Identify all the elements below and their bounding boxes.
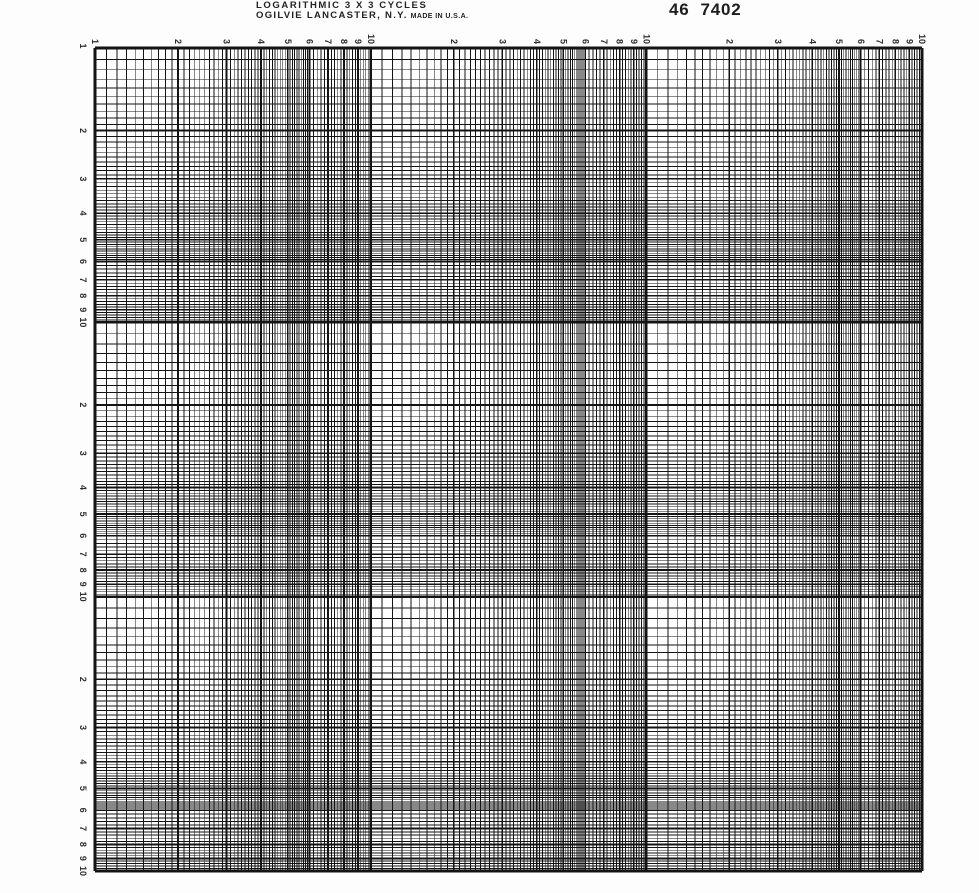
y-tick-label: 9 — [78, 307, 88, 312]
y-tick-label: 8 — [78, 293, 88, 298]
x-axis-labels: 1 2 3 4 5 6 7 8 9 10 2 3 4 5 6 7 8 9 10 2 3 4 5 6 7 8 9 10 — [90, 34, 927, 44]
x-decade-grid-lines — [93, 48, 924, 871]
x-tick-label: 8 — [615, 39, 625, 44]
y-tick-label: 1 — [78, 43, 88, 48]
maker-name: OGILVIE LANCASTER, N.Y. — [256, 10, 408, 21]
x-tick-label: 4 — [256, 39, 266, 44]
x-tick-label: 2 — [449, 39, 459, 44]
y-tick-label: 3 — [78, 725, 88, 730]
x-major-grid-lines — [177, 48, 911, 871]
x-tick-label: 6 — [305, 39, 315, 44]
y-tick-label: 4 — [78, 485, 88, 490]
x-tick-label: 4 — [807, 39, 817, 44]
catalog-number: 46 7402 — [669, 0, 742, 20]
x-tick-label: 7 — [599, 39, 609, 44]
x-tick-label: 4 — [532, 39, 542, 44]
y-major-grid-lines — [95, 129, 922, 860]
y-tick-label: 8 — [78, 842, 88, 847]
y-tick-label: 10 — [78, 866, 88, 876]
y-tick-label: 5 — [78, 786, 88, 791]
x-tick-label: 3 — [497, 39, 507, 44]
x-tick-label: 5 — [283, 39, 293, 44]
x-tick-label: 6 — [580, 39, 590, 44]
x-tick-label: 7 — [323, 39, 333, 44]
x-tick-label: 2 — [724, 39, 734, 44]
y-tick-label: 5 — [78, 512, 88, 517]
y-axis-labels: 1 2 3 4 5 6 7 8 9 10 2 3 4 5 6 7 8 9 10 2 3 4 5 6 7 8 9 10 — [78, 43, 88, 876]
x-tick-label: 10 — [366, 34, 376, 44]
y-tick-label: 7 — [78, 552, 88, 557]
y-tick-label: 9 — [78, 856, 88, 861]
y-tick-label: 7 — [78, 277, 88, 282]
y-tick-label: 6 — [78, 808, 88, 813]
y-tick-label: 4 — [78, 759, 88, 764]
x-tick-label: 7 — [874, 39, 884, 44]
x-tick-label: 8 — [339, 39, 349, 44]
x-tick-label: 9 — [629, 39, 639, 44]
x-tick-label: 3 — [222, 39, 232, 44]
x-tick-label: 5 — [558, 39, 568, 44]
y-tick-label: 6 — [78, 259, 88, 264]
sheet-title-block: LOGARITHMIC 3 X 3 CYCLES OGILVIE LANCAST… — [256, 1, 468, 22]
y-tick-label: 2 — [78, 128, 88, 133]
y-tick-label: 8 — [78, 568, 88, 573]
y-tick-label: 9 — [78, 582, 88, 587]
y-tick-label: 2 — [78, 677, 88, 682]
y-tick-label: 6 — [78, 533, 88, 538]
catalog-number-prefix: 46 — [669, 0, 690, 19]
x-tick-label: 9 — [905, 39, 915, 44]
y-tick-label: 5 — [78, 237, 88, 242]
y-tick-label: 10 — [78, 592, 88, 602]
y-tick-label: 4 — [78, 211, 88, 216]
made-in-label: MADE IN U.S.A. — [410, 13, 469, 20]
x-tick-label: 2 — [173, 39, 183, 44]
y-tick-label: 3 — [78, 176, 88, 181]
y-decade-grid-lines — [95, 46, 922, 873]
y-tick-label: 3 — [78, 451, 88, 456]
x-tick-label: 10 — [917, 34, 927, 44]
y-tick-label: 7 — [78, 826, 88, 831]
y-tick-label: 2 — [78, 402, 88, 407]
x-tick-label: 3 — [773, 39, 783, 44]
sheet-maker-line: OGILVIE LANCASTER, N.Y. MADE IN U.S.A. — [256, 11, 468, 22]
x-tick-label: 5 — [834, 39, 844, 44]
x-tick-label: 8 — [890, 39, 900, 44]
x-tick-label: 1 — [90, 39, 100, 44]
y-minor-grid-lines — [95, 58, 922, 870]
x-tick-label: 9 — [353, 39, 363, 44]
x-tick-label: 6 — [856, 39, 866, 44]
x-minor-grid-lines — [105, 48, 921, 871]
sheet-title: LOGARITHMIC 3 X 3 CYCLES — [256, 0, 428, 11]
y-tick-label: 10 — [78, 317, 88, 327]
x-tick-label: 10 — [641, 34, 651, 44]
catalog-number-suffix: 7402 — [700, 0, 742, 19]
